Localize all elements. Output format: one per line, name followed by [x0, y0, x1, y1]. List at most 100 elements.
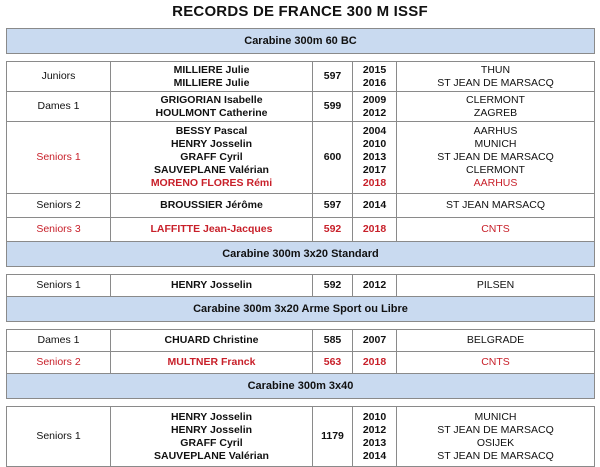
table-row: Seniors 1 BESSY Pascal HENRY Josselin GR… [6, 121, 595, 194]
score-cell: 1179 [312, 406, 353, 467]
years-cell: 2007 [352, 329, 397, 352]
record-place: AARHUS [473, 177, 518, 189]
table-row: Seniors 1 HENRY Josselin HENRY Josselin … [6, 406, 595, 467]
athlete-name: HENRY Josselin [170, 423, 253, 436]
years-cell: 2018 [352, 351, 397, 374]
names-cell: HENRY Josselin HENRY Josselin GRAFF Cyri… [110, 406, 313, 467]
names-cell: LAFFITTE Jean-Jacques [110, 217, 313, 242]
athlete-name: GRAFF Cyril [180, 151, 243, 163]
category-cell: Seniors 1 [6, 406, 111, 467]
record-place: CLERMONT [466, 93, 525, 106]
score-cell: 592 [312, 274, 353, 297]
athlete-name: SAUVEPLANE Valérian [154, 449, 269, 462]
years-cell: 2004 2010 2013 2017 2018 [352, 121, 397, 194]
names-cell: BROUSSIER Jérôme [110, 193, 313, 218]
category-cell: Dames 1 [6, 329, 111, 352]
category-cell: Seniors 1 [6, 121, 111, 194]
years-cell: 2018 [352, 217, 397, 242]
section-title: Carabine 300m 3x20 Arme Sport ou Libre [6, 296, 595, 322]
score-cell: 597 [312, 193, 353, 218]
category-cell: Seniors 2 [6, 193, 111, 218]
record-place: ST JEAN DE MARSACQ [437, 423, 554, 436]
section-title: Carabine 300m 60 BC [6, 28, 595, 54]
table-row: Seniors 1 HENRY Josselin 592 2012 PILSEN [6, 274, 595, 297]
table-row: Dames 1 CHUARD Christine 585 2007 BELGRA… [6, 329, 595, 352]
places-cell: BELGRADE [396, 329, 595, 352]
records-table: Carabine 300m 60 BC Juniors MILLIERE Jul… [6, 28, 595, 467]
athlete-name: BESSY Pascal [175, 125, 248, 137]
record-year: 2004 [362, 125, 387, 137]
years-cell: 2012 [352, 274, 397, 297]
category-cell: Juniors [6, 61, 111, 92]
record-year: 2009 [362, 93, 387, 106]
score-cell: 592 [312, 217, 353, 242]
section-header: Carabine 300m 3x40 [6, 373, 595, 399]
section-title: Carabine 300m 3x40 [6, 373, 595, 399]
record-place: AARHUS [473, 125, 518, 137]
names-cell: MULTNER Franck [110, 351, 313, 374]
table-row: Seniors 2 BROUSSIER Jérôme 597 2014 ST J… [6, 193, 595, 218]
athlete-name: GRIGORIAN Isabelle [160, 93, 263, 106]
record-place: ZAGREB [473, 106, 518, 119]
places-cell: AARHUS MUNICH ST JEAN DE MARSACQ CLERMON… [396, 121, 595, 194]
category-cell: Seniors 3 [6, 217, 111, 242]
athlete-name: MORENO FLORES Rémi [150, 177, 273, 189]
athlete-name: SAUVEPLANE Valérian [154, 164, 269, 176]
record-place: THUN [480, 63, 511, 76]
athlete-name: GRAFF Cyril [180, 436, 243, 449]
places-cell: CLERMONT ZAGREB [396, 91, 595, 122]
names-cell: HENRY Josselin [110, 274, 313, 297]
record-year: 2012 [362, 106, 387, 119]
athlete-name: MILLIERE Julie [173, 76, 250, 89]
record-place: ST JEAN DE MARSACQ [437, 151, 554, 163]
record-year: 2018 [362, 177, 387, 189]
table-row: Dames 1 GRIGORIAN Isabelle HOULMONT Cath… [6, 91, 595, 122]
record-place: MUNICH [474, 138, 517, 150]
places-cell: PILSEN [396, 274, 595, 297]
record-year: 2013 [362, 436, 387, 449]
record-place: ST JEAN DE MARSACQ [437, 76, 554, 89]
page-title: RECORDS DE FRANCE 300 M ISSF [172, 3, 428, 20]
section-header: Carabine 300m 60 BC [6, 28, 595, 54]
record-place: CLERMONT [466, 164, 525, 176]
names-cell: MILLIERE Julie MILLIERE Julie [110, 61, 313, 92]
record-year: 2012 [362, 423, 387, 436]
category-cell: Seniors 1 [6, 274, 111, 297]
section-title: Carabine 300m 3x20 Standard [6, 241, 595, 267]
athlete-name: HENRY Josselin [170, 138, 253, 150]
places-cell: CNTS [396, 217, 595, 242]
years-cell: 2015 2016 [352, 61, 397, 92]
table-row: Juniors MILLIERE Julie MILLIERE Julie 59… [6, 61, 595, 92]
years-cell: 2010 2012 2013 2014 [352, 406, 397, 467]
section-header: Carabine 300m 3x20 Arme Sport ou Libre [6, 296, 595, 322]
places-cell: THUN ST JEAN DE MARSACQ [396, 61, 595, 92]
names-cell: GRIGORIAN Isabelle HOULMONT Catherine [110, 91, 313, 122]
category-cell: Seniors 2 [6, 351, 111, 374]
athlete-name: HOULMONT Catherine [155, 106, 268, 119]
record-year: 2017 [362, 164, 387, 176]
record-year: 2015 [362, 63, 387, 76]
category-cell: Dames 1 [6, 91, 111, 122]
record-place: OSIJEK [476, 436, 515, 449]
section-header: Carabine 300m 3x20 Standard [6, 241, 595, 267]
score-cell: 600 [312, 121, 353, 194]
record-year: 2013 [362, 151, 387, 163]
score-cell: 563 [312, 351, 353, 374]
years-cell: 2009 2012 [352, 91, 397, 122]
record-year: 2014 [362, 449, 387, 462]
names-cell: BESSY Pascal HENRY Josselin GRAFF Cyril … [110, 121, 313, 194]
record-year: 2010 [362, 410, 387, 423]
record-place: ST JEAN DE MARSACQ [437, 449, 554, 462]
table-row: Seniors 2 MULTNER Franck 563 2018 CNTS [6, 351, 595, 374]
years-cell: 2014 [352, 193, 397, 218]
record-place: MUNICH [474, 410, 517, 423]
score-cell: 599 [312, 91, 353, 122]
record-year: 2016 [362, 76, 387, 89]
places-cell: CNTS [396, 351, 595, 374]
table-row: Seniors 3 LAFFITTE Jean-Jacques 592 2018… [6, 217, 595, 242]
places-cell: ST JEAN MARSACQ [396, 193, 595, 218]
score-cell: 585 [312, 329, 353, 352]
places-cell: MUNICH ST JEAN DE MARSACQ OSIJEK ST JEAN… [396, 406, 595, 467]
athlete-name: MILLIERE Julie [173, 63, 250, 76]
athlete-name: HENRY Josselin [170, 410, 253, 423]
